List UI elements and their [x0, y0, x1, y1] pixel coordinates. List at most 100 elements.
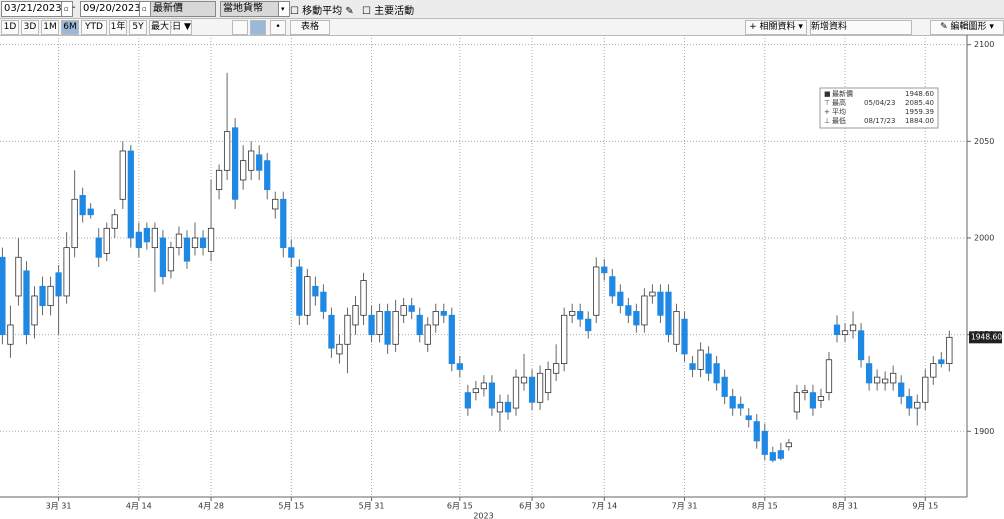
- candle-body: [448, 314, 455, 365]
- candle-body: [215, 169, 223, 191]
- summary-box: [819, 87, 939, 129]
- candle-body: [737, 403, 744, 409]
- last-price-tag: [969, 331, 1002, 344]
- candle-body: [79, 195, 86, 216]
- candle-body: [288, 247, 295, 258]
- candle-body: [416, 314, 423, 336]
- candle-body: [512, 376, 520, 409]
- candle-body: [119, 150, 126, 200]
- summary-value: 1884.00: [905, 117, 934, 125]
- candle-body: [665, 291, 672, 336]
- range-button[interactable]: 1年: [109, 20, 127, 35]
- candle-body: [488, 382, 496, 409]
- candle-body: [865, 363, 873, 384]
- calendar-icon[interactable]: ▫: [61, 1, 73, 17]
- summary-legend: ■ 最新價 1948.60 ⊤ 最高 05/04/23 2085.40 + 平均 1959.39 ⊥…: [819, 87, 939, 129]
- summary-symbol: ⊤: [824, 99, 830, 107]
- candle-body: [384, 311, 391, 345]
- candle-body: [713, 363, 720, 384]
- candle-body: [745, 415, 752, 421]
- candle-body: [825, 359, 833, 394]
- start-date[interactable]: 03/21/2023: [1, 1, 63, 17]
- candle-body: [890, 372, 897, 384]
- summary-name: 最低: [832, 116, 846, 125]
- range-button[interactable]: 6M: [61, 20, 79, 35]
- x-tick-label: 4月 28: [198, 502, 224, 511]
- candle-body: [55, 272, 62, 297]
- blank-button[interactable]: [232, 20, 248, 35]
- frequency-label: 每日: [163, 22, 182, 32]
- summary-name: 最新價: [832, 89, 853, 98]
- last-price-label: 1948.60: [971, 332, 1002, 341]
- dot-button[interactable]: •: [270, 20, 286, 35]
- candle-body: [785, 442, 792, 448]
- candle-body: [857, 330, 865, 361]
- candle-body: [352, 305, 359, 326]
- candle-body: [930, 363, 937, 378]
- range-button[interactable]: 1D: [1, 20, 19, 35]
- candle-body: [833, 324, 841, 336]
- candle-body: [111, 214, 118, 229]
- summary-symbol: ■: [824, 90, 831, 98]
- candle-body: [103, 227, 110, 254]
- date-separator: -: [72, 2, 76, 13]
- candle-body: [496, 401, 504, 413]
- summary-symbol: +: [824, 108, 830, 116]
- candle-body: [272, 198, 279, 210]
- x-tick-label: 6月 15: [447, 502, 473, 511]
- edit-chart-button[interactable]: ✎ 編輯圖形 ▾: [930, 20, 1004, 35]
- candle-body: [175, 233, 183, 249]
- range-button[interactable]: 1M: [41, 20, 59, 35]
- candle-body: [360, 280, 367, 316]
- end-date[interactable]: 09/20/2023: [80, 1, 142, 17]
- candle-body: [601, 266, 608, 274]
- candle-body: [914, 401, 921, 409]
- y-tick-label: 2100: [974, 40, 994, 49]
- range-button[interactable]: YTD: [81, 20, 107, 35]
- blank-button[interactable]: [250, 20, 266, 35]
- candle-body: [793, 392, 801, 413]
- candle-body: [312, 285, 319, 297]
- candle-body: [809, 392, 817, 409]
- currency-select[interactable]: 當地貨幣: [220, 1, 280, 17]
- x-tick-label: 5月 15: [278, 502, 304, 511]
- candle-body: [585, 318, 592, 332]
- x-tick-label: 5月 31: [359, 502, 385, 511]
- price-field-select[interactable]: 最新價: [150, 1, 216, 17]
- candle-body: [561, 314, 568, 365]
- related-button[interactable]: + 相關資料 ▾: [745, 20, 807, 35]
- summary-value: 1948.60: [905, 90, 934, 98]
- candle-body: [127, 150, 134, 239]
- candle-body: [183, 237, 191, 262]
- candle-body: [673, 311, 680, 345]
- candle-body: [191, 237, 199, 249]
- toolbar-bottom: 每日 ▼ • 表格 + 相關資料 ▾ 新增資料 ✎ 編輯圖形 ▾ 1D 3D 1M 6…: [0, 19, 1004, 36]
- candle-body: [841, 330, 849, 336]
- candle-body: [657, 291, 664, 316]
- range-button[interactable]: 3D: [21, 20, 39, 35]
- add-data-input[interactable]: 新增資料: [810, 20, 912, 35]
- table-button[interactable]: 表格: [290, 20, 330, 35]
- dropdown-arrow[interactable]: ▾: [278, 1, 290, 17]
- range-button[interactable]: 5Y: [129, 20, 147, 35]
- candle-body: [344, 314, 351, 345]
- key-events-toggle[interactable]: ☐ 主要活動: [362, 6, 415, 17]
- x-axis-year: 2023: [473, 512, 493, 519]
- key-events-label: 主要活動: [374, 6, 415, 17]
- summary-date: 08/17/23: [864, 117, 895, 125]
- candle-body: [882, 378, 889, 384]
- moving-average-toggle[interactable]: ☐ 移動平均 ✎: [290, 6, 354, 17]
- candle-body: [753, 421, 760, 442]
- range-button[interactable]: 最大: [149, 20, 171, 35]
- candle-body: [906, 396, 913, 409]
- summary-symbol: ⊥: [824, 117, 830, 125]
- candle-body: [135, 231, 142, 249]
- x-tick-label: 7月 31: [672, 502, 698, 511]
- candle-body: [480, 382, 488, 390]
- summary-value: 2085.40: [905, 99, 934, 107]
- candle-body: [368, 314, 375, 336]
- candle-body: [264, 160, 271, 191]
- candle-body: [256, 154, 263, 171]
- candle-body: [617, 291, 624, 307]
